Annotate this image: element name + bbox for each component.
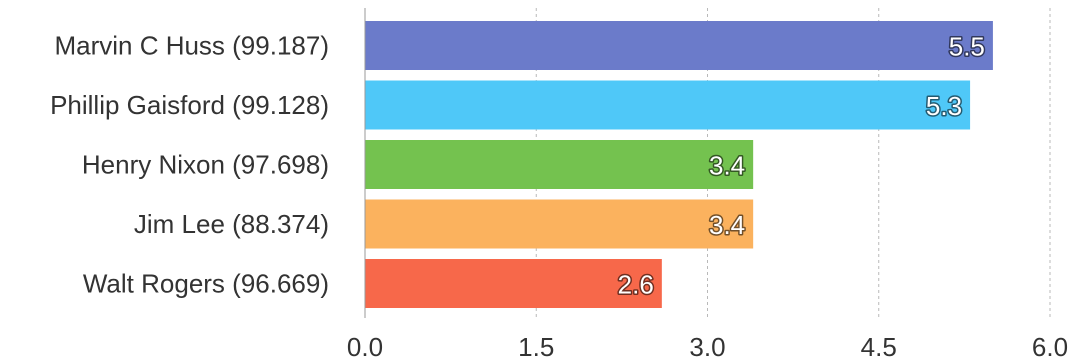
x-tick-label: 0.0 [347, 332, 383, 360]
bar [365, 21, 993, 70]
value-label: 2.6 [618, 270, 654, 300]
bar [365, 199, 754, 249]
x-tick-label: 6.0 [1032, 332, 1068, 360]
x-tick-label: 1.5 [518, 332, 554, 360]
category-label: Henry Nixon (97.698) [82, 150, 329, 180]
category-label: Phillip Gaisford (99.128) [50, 90, 329, 120]
value-label: 5.3 [926, 91, 962, 121]
bar [365, 259, 662, 308]
value-label: 3.4 [709, 210, 745, 240]
value-label: 3.4 [709, 151, 745, 181]
axes: 0.0 1.5 3.0 4.5 6.0 [347, 8, 1068, 360]
category-label: Jim Lee (88.374) [134, 209, 329, 239]
x-tick-label: 4.5 [861, 332, 897, 360]
bars [365, 21, 993, 308]
category-label: Marvin C Huss (99.187) [54, 31, 329, 61]
x-tick-label: 3.0 [689, 332, 725, 360]
bar [365, 140, 754, 189]
value-label: 5.5 [949, 32, 985, 62]
category-label: Walt Rogers (96.669) [83, 269, 329, 299]
labels: Marvin C Huss (99.187) 5.5 Phillip Gaisfor… [50, 30, 986, 301]
bar [365, 80, 971, 130]
